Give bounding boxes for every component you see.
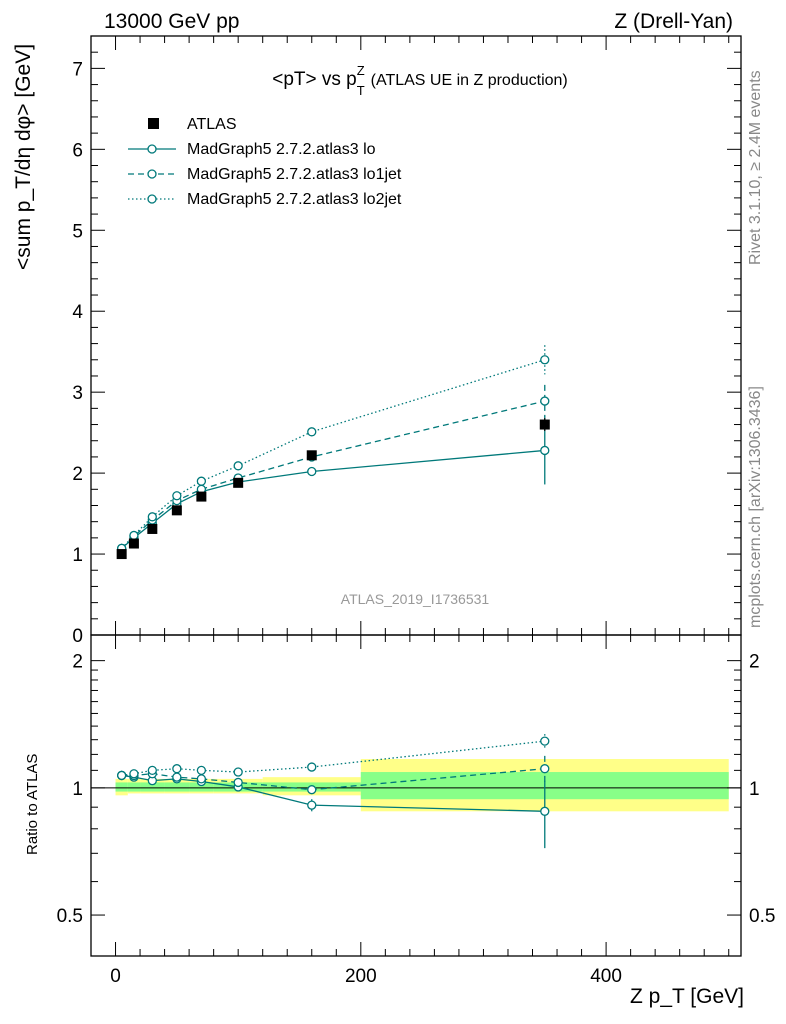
y-tick-label: 5 [72,221,83,242]
ratio-y-tick-label-right: 0.5 [749,906,775,927]
ratio-layer [117,734,550,849]
series-point [307,466,317,477]
ratio-point [307,785,317,795]
y-tick-label: 6 [72,140,83,161]
y-tick-label: 0 [72,626,83,647]
ratio-point [172,772,182,782]
data-point [233,477,244,488]
x-tick-label: 0 [110,966,121,987]
title-sup: Z [357,63,365,78]
ratio-point [117,770,127,781]
data-point [306,450,317,461]
ratio-y-tick-label: 0.5 [57,906,83,927]
ratio-point [233,767,243,777]
data-point [171,505,182,516]
y-tick-label: 7 [72,59,83,80]
series-point [540,355,550,365]
series-line-2 [121,400,545,549]
legend-marker-2 [147,169,157,179]
y-tick-label: 2 [72,464,83,485]
mcplots-label: mcplots.cern.ch [arXiv:1306.3436] [747,386,764,628]
ratio-point [196,774,207,784]
ratio-band-stat [115,782,128,792]
ratio-point [307,762,317,772]
legend-label-data: ATLAS [187,116,237,133]
ratio-point [129,769,139,779]
ratio-y-tick-label: 1 [72,779,83,800]
series-point [307,427,317,437]
series-point [172,491,182,501]
ratio-point [540,806,550,816]
ratio-band-stat [189,782,214,792]
ratio-point [196,765,207,776]
title-rest: (ATLAS UE in Z production) [371,72,568,89]
series-point [540,445,550,456]
ratio-y-axis-label: Ratio to ATLAS [24,754,41,855]
header-left: 13000 GeV pp [104,10,239,33]
ratio-frame [90,634,742,957]
ratio-bands [91,759,741,812]
series-point [129,530,139,541]
title-main: <pT> vs p [272,69,357,90]
ratio-point [147,765,157,776]
legend-label-2: MadGraph5 2.7.2.atlas3 lo1jet [187,166,402,183]
ratio-band-stat [127,782,141,792]
ratio-y-tick-label-right: 1 [749,779,760,800]
data-point [147,523,158,534]
ratio-point [172,764,182,774]
series-line-1 [121,449,545,549]
ratio-point [307,800,317,810]
y-tick-label: 4 [72,302,83,323]
ratio-band-stat [140,782,165,792]
data-point [539,419,550,430]
ratio-point [233,777,243,788]
header-right: Z (Drell-Yan) [614,10,733,33]
axes-layer: 0 1 2 3 4 5 6 7 0.5 0.5 1 1 2 2 0 200 400 [57,35,775,987]
series-point [233,461,243,471]
series-point [196,476,207,486]
x-tick-label: 200 [345,966,377,987]
legend-marker-3 [147,194,157,204]
rivet-label: Rivet 3.1.10, ≥ 2.4M events [747,70,764,265]
ratio-y-tick-label-right: 2 [749,652,760,673]
legend-label-1: MadGraph5 2.7.2.atlas3 lo [187,141,376,158]
legend-marker-1 [147,144,157,154]
x-axis-label: Z p_T [GeV] [630,985,744,1008]
y-axis-label: <sum p_T/dη dφ> [GeV] [12,44,35,270]
legend: ATLAS MadGraph5 2.7.2.atlas3 lo MadGraph5 … [128,116,402,208]
x-tick-label: 400 [590,966,622,987]
data-point [196,491,207,502]
plot-title: <pT> vs pTZ (ATLAS UE in Z production) [272,63,568,98]
series-point [540,396,550,406]
legend-marker-data [148,118,159,129]
ratio-point [540,736,550,746]
series-point [147,512,157,522]
ratio-y-tick-label: 2 [72,652,83,673]
series-line-3 [121,359,545,549]
y-tick-label: 1 [72,545,83,566]
y-tick-label: 3 [72,383,83,404]
main-layer [116,345,550,560]
title-sub: T [357,83,365,98]
analysis-watermark: ATLAS_2019_I1736531 [341,591,490,607]
ratio-band-stat [164,782,190,792]
data-point [116,549,127,560]
legend-label-3: MadGraph5 2.7.2.atlas3 lo2jet [187,191,402,208]
ratio-point [540,764,550,774]
data-point [128,538,139,549]
